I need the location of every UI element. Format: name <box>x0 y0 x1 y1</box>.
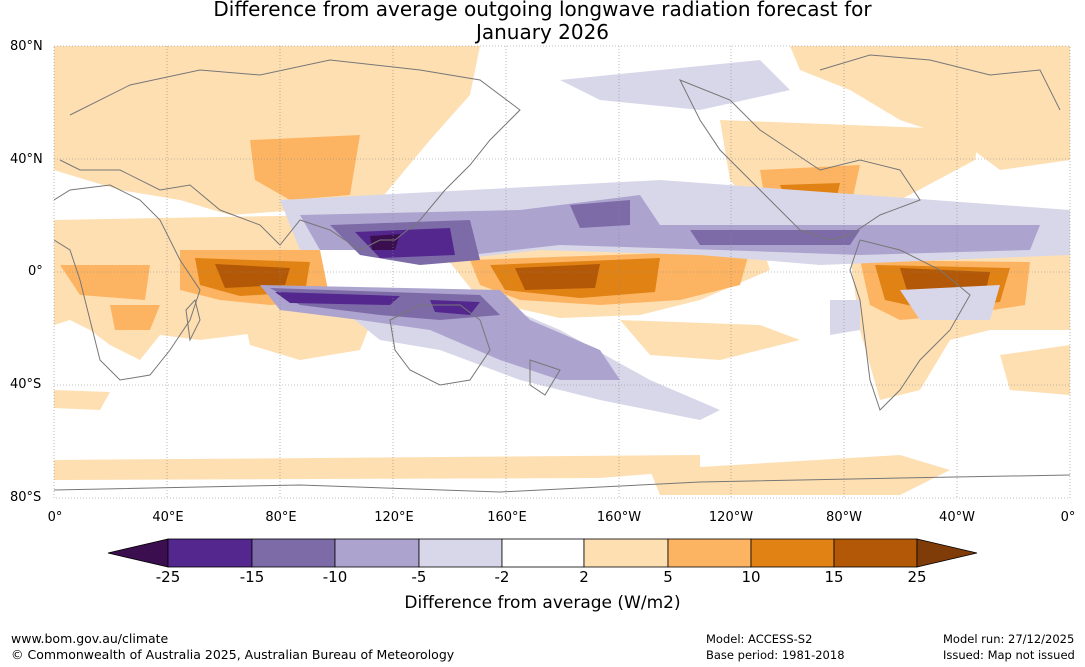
colorbar-tick: -25 <box>156 568 181 586</box>
base-period: Base period: 1981-2018 <box>706 647 845 663</box>
longitude-label: 80°E <box>265 510 296 525</box>
colorbar-tick: -5 <box>412 568 427 586</box>
longitude-label: 40°W <box>939 510 975 525</box>
colorbar-bin <box>502 539 584 567</box>
colorbar-arrow-high <box>917 539 977 567</box>
model-name: Model: ACCESS-S2 <box>706 631 812 647</box>
longitude-label: 120°E <box>374 510 414 525</box>
colorbar-bin <box>751 539 834 567</box>
colorbar-tick: 15 <box>824 568 843 586</box>
colorbar-tick: -10 <box>323 568 348 586</box>
colorbar-arrow-low <box>108 539 168 567</box>
colorbar-bin <box>584 539 668 567</box>
copyright: © Commonwealth of Australia 2025, Austra… <box>11 647 454 663</box>
longitude-label: 0° <box>1061 510 1076 525</box>
colorbar-bin <box>335 539 419 567</box>
latitude-label: 0° <box>28 264 43 279</box>
colorbar-tick: 5 <box>663 568 673 586</box>
colorbar-title: Difference from average (W/m2) <box>0 593 1085 613</box>
colorbar-bin <box>419 539 502 567</box>
longitude-label: 0° <box>48 510 63 525</box>
longitude-label: 120°W <box>709 510 753 525</box>
longitude-label: 160°W <box>597 510 641 525</box>
latitude-label: 80°S <box>10 490 41 505</box>
model-run: Model run: 27/12/2025 <box>943 631 1074 647</box>
issued-status: Issued: Map not issued <box>943 647 1075 663</box>
colorbar-bin <box>168 539 252 567</box>
colorbar-tick: 10 <box>741 568 760 586</box>
colorbar-bin <box>668 539 751 567</box>
latitude-label: 40°N <box>10 152 43 167</box>
colorbar-tick: 2 <box>579 568 589 586</box>
longitude-label: 80°W <box>826 510 862 525</box>
colorbar-tick: -2 <box>495 568 510 586</box>
longitude-label: 40°E <box>152 510 183 525</box>
longitude-label: 160°E <box>487 510 527 525</box>
colorbar-bin <box>252 539 335 567</box>
latitude-label: 40°S <box>10 377 41 392</box>
colorbar-tick: 25 <box>907 568 926 586</box>
website-link[interactable]: www.bom.gov.au/climate <box>11 631 168 647</box>
colorbar-bin <box>834 539 917 567</box>
latitude-label: 80°N <box>10 39 43 54</box>
colorbar-tick: -15 <box>240 568 265 586</box>
